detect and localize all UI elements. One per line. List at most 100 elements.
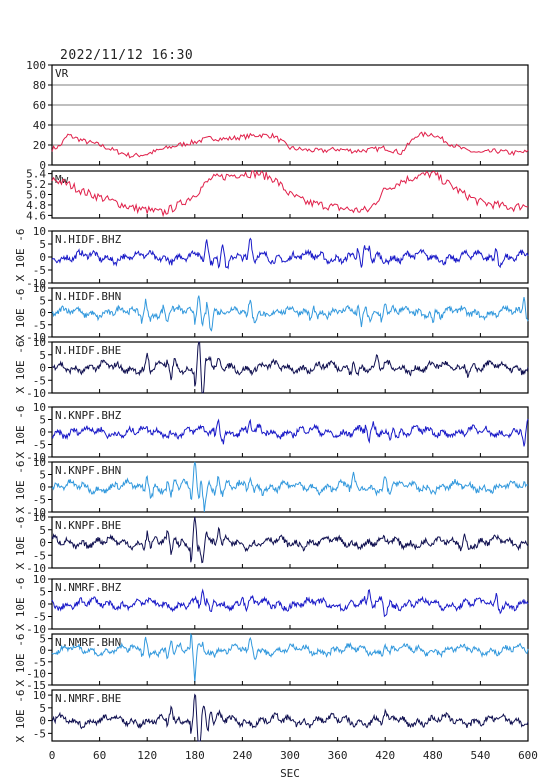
y-tick-label: 20 bbox=[33, 139, 46, 152]
y-unit-label: X 10E -6 bbox=[14, 406, 27, 459]
y-tick-label: 0 bbox=[39, 481, 46, 494]
y-tick-label: 10 bbox=[33, 225, 46, 238]
panel-label-n-knpf-bhe: N.KNPF.BHE bbox=[55, 519, 121, 532]
y-tick-label: 5 bbox=[39, 469, 46, 482]
trace-n-knpf-bhe bbox=[51, 516, 529, 564]
x-tick-label: 420 bbox=[375, 749, 395, 762]
y-tick-label: -10 bbox=[26, 667, 46, 680]
panel-frame-n-nmrf-bhn bbox=[51, 633, 529, 686]
panel-label-n-hidf-bhe: N.HIDF.BHE bbox=[55, 344, 121, 357]
y-tick-label: 80 bbox=[33, 79, 46, 92]
y-unit-label: X 10E -6 bbox=[14, 517, 27, 570]
panel-label-n-knpf-bhn: N.KNPF.BHN bbox=[55, 464, 121, 477]
y-tick-label: -10 bbox=[26, 387, 46, 400]
y-tick-label: 0 bbox=[39, 598, 46, 611]
y-tick-label: 4.6 bbox=[26, 209, 46, 222]
y-tick-label: 40 bbox=[33, 119, 46, 132]
x-tick-label: 240 bbox=[232, 749, 252, 762]
timestamp-header: 2022/11/12 16:30 bbox=[60, 48, 194, 63]
panel-label-n-nmrf-bhz: N.NMRF.BHZ bbox=[55, 581, 122, 594]
y-tick-label: 5 bbox=[39, 349, 46, 362]
panel-label-n-nmrf-bhe: N.NMRF.BHE bbox=[55, 692, 121, 705]
panel-label-n-knpf-bhz: N.KNPF.BHZ bbox=[55, 409, 122, 422]
trace-n-knpf-bhn bbox=[51, 461, 528, 513]
panel-label-n-hidf-bhn: N.HIDF.BHN bbox=[55, 290, 121, 303]
y-tick-label: 0 bbox=[39, 307, 46, 320]
y-tick-label: 10 bbox=[33, 282, 46, 295]
y-tick-label: -10 bbox=[26, 506, 46, 519]
y-tick-label: 4.8 bbox=[26, 199, 46, 212]
y-tick-label: 10 bbox=[33, 573, 46, 586]
panel-label-n-hidf-bhz: N.HIDF.BHZ bbox=[55, 233, 122, 246]
y-unit-label: X 10E -6 bbox=[14, 690, 27, 743]
trace-n-nmrf-bhn bbox=[51, 632, 529, 683]
trace-n-hidf-bhz bbox=[51, 237, 529, 270]
panel-frame-mw bbox=[51, 170, 529, 219]
y-tick-label: 5 bbox=[39, 633, 46, 646]
x-tick-label: 600 bbox=[518, 749, 538, 762]
trace-n-knpf-bhz bbox=[51, 418, 529, 447]
y-tick-label: 10 bbox=[33, 401, 46, 414]
y-tick-label: -10 bbox=[26, 451, 46, 464]
y-tick-label: 60 bbox=[33, 99, 46, 112]
y-tick-label: 10 bbox=[33, 511, 46, 524]
y-tick-label: 10 bbox=[33, 456, 46, 469]
y-tick-label: -5 bbox=[33, 319, 46, 332]
y-tick-label: 10 bbox=[33, 689, 46, 702]
y-tick-label: -10 bbox=[26, 623, 46, 636]
y-tick-label: 100 bbox=[26, 59, 46, 72]
x-axis-label: SEC bbox=[280, 767, 300, 780]
y-tick-label: 0 bbox=[39, 159, 46, 172]
y-tick-label: -5 bbox=[33, 374, 46, 387]
y-tick-label: -10 bbox=[26, 331, 46, 344]
y-tick-label: 5 bbox=[39, 238, 46, 251]
trace-n-hidf-bhn bbox=[51, 295, 529, 332]
x-tick-label: 300 bbox=[280, 749, 300, 762]
x-tick-label: 540 bbox=[470, 749, 490, 762]
y-unit-label: X 10E -6 bbox=[14, 341, 27, 394]
y-unit-label: X 10E -6 bbox=[14, 461, 27, 514]
y-tick-label: 0 bbox=[39, 362, 46, 375]
y-unit-label: X 10E -6 bbox=[14, 289, 27, 342]
y-tick-label: 0 bbox=[39, 426, 46, 439]
y-tick-label: 10 bbox=[33, 336, 46, 349]
x-tick-label: 360 bbox=[328, 749, 348, 762]
x-tick-label: 480 bbox=[423, 749, 443, 762]
y-unit-label: X 10E -6 bbox=[14, 229, 27, 282]
y-tick-label: -5 bbox=[33, 611, 46, 624]
y-tick-label: 5 bbox=[39, 294, 46, 307]
trace-n-hidf-bhe bbox=[51, 341, 529, 394]
y-tick-label: -5 bbox=[33, 439, 46, 452]
y-tick-label: 0 bbox=[39, 644, 46, 657]
y-tick-label: 5 bbox=[39, 524, 46, 537]
y-tick-label: 0 bbox=[39, 537, 46, 550]
panel-frame-n-nmrf-bhe bbox=[51, 689, 529, 742]
y-tick-label: -15 bbox=[26, 679, 46, 692]
y-tick-label: -5 bbox=[33, 727, 46, 740]
y-tick-label: -5 bbox=[33, 549, 46, 562]
y-tick-label: 5.4 bbox=[26, 168, 46, 181]
y-tick-label: -10 bbox=[26, 277, 46, 290]
y-unit-label: X 10E -6 bbox=[14, 634, 27, 687]
y-tick-label: 0 bbox=[39, 251, 46, 264]
y-tick-label: 5 bbox=[39, 702, 46, 715]
y-tick-label: -5 bbox=[33, 494, 46, 507]
y-tick-label: 5.2 bbox=[26, 178, 46, 191]
trace-vr bbox=[51, 131, 529, 159]
y-tick-label: -5 bbox=[33, 264, 46, 277]
x-tick-label: 60 bbox=[93, 749, 106, 762]
x-tick-label: 0 bbox=[49, 749, 56, 762]
y-tick-label: -5 bbox=[33, 656, 46, 669]
trace-n-nmrf-bhe bbox=[51, 693, 529, 742]
y-tick-label: 5 bbox=[39, 586, 46, 599]
panel-label-n-nmrf-bhn: N.NMRF.BHN bbox=[55, 636, 121, 649]
y-tick-label: 5.0 bbox=[26, 189, 46, 202]
y-tick-label: -10 bbox=[26, 562, 46, 575]
trace-n-nmrf-bhz bbox=[51, 588, 529, 618]
y-tick-label: 5 bbox=[39, 414, 46, 427]
y-tick-label: 0 bbox=[39, 715, 46, 728]
trace-mw bbox=[51, 169, 528, 218]
y-unit-label: X 10E -6 bbox=[14, 578, 27, 631]
x-tick-label: 180 bbox=[185, 749, 205, 762]
